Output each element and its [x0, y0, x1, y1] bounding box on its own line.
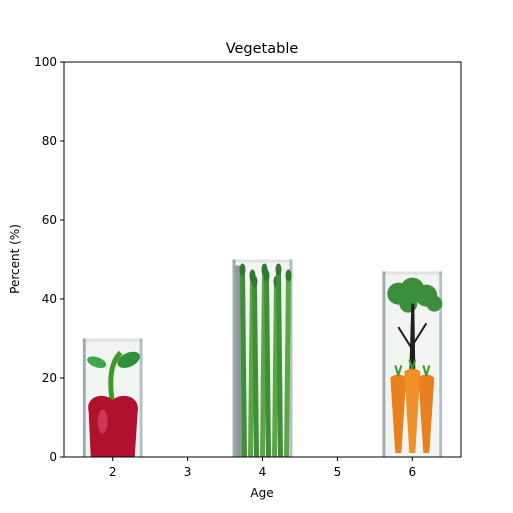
bar-left-edge — [382, 271, 386, 457]
asparagus-tip — [251, 275, 258, 288]
y-axis-label: Percent (%) — [8, 224, 22, 294]
asparagus-spear — [240, 267, 247, 457]
asparagus-tip — [275, 263, 282, 276]
bar-left-edge — [232, 259, 236, 457]
y-tick-label: 80 — [42, 134, 57, 148]
asparagus-spear — [284, 273, 291, 457]
y-tick-label: 100 — [34, 55, 57, 69]
bar-right-edge — [439, 271, 443, 457]
pepper-leaf — [87, 356, 107, 369]
plot-frame — [63, 61, 462, 458]
bars — [82, 259, 443, 457]
tree-foliage — [426, 295, 443, 312]
y-tick-label: 0 — [49, 450, 57, 464]
tree-branch — [397, 326, 414, 350]
y-tick-label: 40 — [42, 292, 57, 306]
bar-right-edge — [139, 338, 143, 457]
asparagus-tip — [239, 263, 246, 276]
asparagus-spear — [252, 279, 259, 457]
asparagus-shadow — [235, 265, 245, 457]
chart-title: Vegetable — [226, 41, 299, 57]
bar-left-edge — [82, 338, 86, 457]
asparagus-tip — [285, 269, 292, 282]
tree-foliage — [399, 294, 418, 313]
pepper-highlight — [97, 409, 108, 434]
carrot-greens — [422, 365, 431, 376]
carrot-greens — [394, 365, 403, 376]
x-tick-label: 6 — [408, 465, 416, 479]
x-axis-label: Age — [250, 486, 273, 500]
bar-top-edge — [382, 271, 443, 275]
bar-carrots-with-tree — [382, 271, 443, 457]
carrot — [390, 374, 407, 453]
bar-right-edge — [289, 259, 293, 457]
pepper-body — [88, 395, 138, 457]
carrot-greens — [408, 359, 417, 370]
asparagus-spear — [276, 267, 283, 457]
bar-asparagus — [232, 259, 293, 457]
asparagus-spear — [264, 273, 271, 457]
asparagus-spear — [260, 267, 267, 457]
bar-bell-pepper — [82, 338, 143, 457]
y-tick-label: 20 — [42, 371, 57, 385]
pepper-leaf — [117, 351, 140, 368]
carrot — [418, 374, 435, 453]
pepper-stem — [108, 350, 123, 405]
asparagus-spear — [272, 279, 279, 457]
tree-trunk — [409, 303, 416, 374]
x-tick-label: 2 — [109, 465, 117, 479]
y-axis-ticks: 0 20 40 60 80 100 — [34, 55, 64, 464]
y-tick-label: 60 — [42, 213, 57, 227]
x-tick-label: 4 — [259, 465, 267, 479]
bar-top-edge — [82, 338, 143, 342]
x-tick-label: 3 — [184, 465, 192, 479]
bar-top-edge — [232, 259, 293, 263]
asparagus-tip — [263, 269, 270, 282]
carrot — [404, 368, 421, 453]
x-tick-label: 5 — [334, 465, 342, 479]
x-axis-ticks: 2 3 4 5 6 — [109, 457, 416, 479]
tree-branch — [411, 322, 428, 347]
asparagus-spear — [248, 273, 255, 457]
